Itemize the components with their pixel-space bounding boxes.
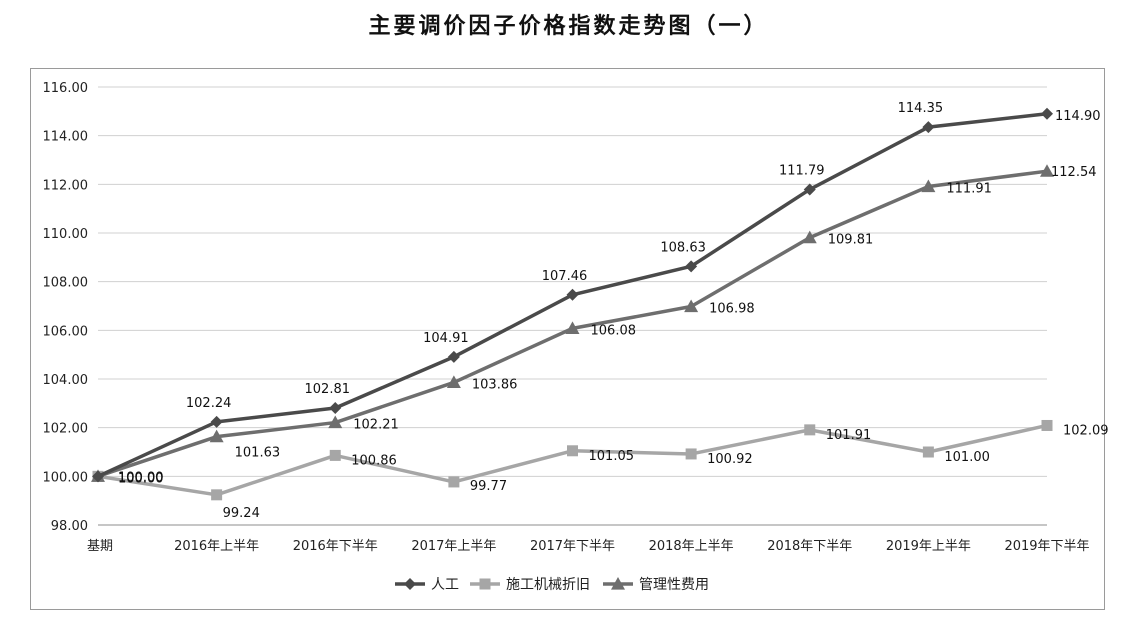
data-point xyxy=(567,445,578,457)
legend-label: 施工机械折旧 xyxy=(506,577,590,593)
y-tick-label: 112.00 xyxy=(43,178,89,193)
y-tick-label: 98.00 xyxy=(51,519,88,534)
data-label: 104.91 xyxy=(423,331,469,346)
data-label: 108.63 xyxy=(660,240,706,255)
legend-label: 管理性费用 xyxy=(639,577,709,593)
data-label: 114.90 xyxy=(1055,109,1101,124)
x-tick-label: 2017年下半年 xyxy=(530,539,615,554)
y-tick-label: 114.00 xyxy=(43,130,89,145)
x-tick-label: 2019年上半年 xyxy=(886,539,971,554)
data-label: 111.91 xyxy=(946,182,992,197)
data-point xyxy=(685,448,697,460)
data-label: 106.08 xyxy=(591,323,637,338)
data-label: 99.77 xyxy=(470,479,507,494)
data-point xyxy=(1041,419,1053,431)
data-point xyxy=(209,429,224,443)
data-point xyxy=(803,183,816,196)
data-label: 109.81 xyxy=(828,233,874,248)
data-label: 101.91 xyxy=(826,428,872,443)
data-label: 111.79 xyxy=(779,163,825,178)
x-tick-label: 2019年下半年 xyxy=(1004,539,1089,554)
data-point xyxy=(1041,107,1053,120)
y-tick-label: 106.00 xyxy=(43,324,89,339)
legend-label: 人工 xyxy=(431,577,459,593)
x-tick-label: 2017年上半年 xyxy=(411,539,496,554)
data-point xyxy=(684,299,699,313)
data-label: 100.00 xyxy=(118,470,164,485)
data-point xyxy=(211,489,223,501)
y-tick-label: 108.00 xyxy=(43,276,89,291)
x-axis: 基期 2016年上半年 2016年下半年 2017年上半年 2017年下半年 2018年上… xyxy=(87,539,1090,554)
data-point xyxy=(921,179,936,193)
data-point xyxy=(329,449,341,461)
data-point xyxy=(685,260,698,273)
y-tick-label: 104.00 xyxy=(43,373,89,388)
data-point xyxy=(328,415,343,429)
y-tick-label: 100.00 xyxy=(43,470,89,485)
data-label: 112.54 xyxy=(1051,165,1097,180)
x-tick-label: 2018年下半年 xyxy=(767,539,852,554)
x-tick-label: 2018年上半年 xyxy=(649,539,734,554)
data-point xyxy=(804,424,816,436)
data-label: 100.92 xyxy=(707,452,753,467)
chart-title: 主要调价因子价格指数走势图（一） xyxy=(368,13,769,39)
data-point xyxy=(447,350,460,363)
data-point xyxy=(802,230,817,244)
legend-marker xyxy=(404,578,416,590)
data-label: 101.00 xyxy=(944,450,990,465)
data-label: 101.05 xyxy=(589,449,635,464)
data-point xyxy=(92,470,104,483)
data-label: 100.86 xyxy=(351,453,397,468)
data-point xyxy=(210,415,223,428)
data-label: 100.00 xyxy=(118,470,164,485)
data-point xyxy=(446,375,461,389)
y-tick-label: 116.00 xyxy=(43,81,89,96)
data-point xyxy=(329,401,342,414)
chart-frame xyxy=(30,68,1105,610)
legend-marker xyxy=(479,578,491,590)
data-point xyxy=(448,476,460,488)
data-point xyxy=(1040,164,1054,177)
data-labels: 100.00 102.24 102.81 104.91 107.46 108.63 111.… xyxy=(118,101,1109,521)
data-label: 114.35 xyxy=(898,101,944,116)
data-point xyxy=(566,288,579,301)
data-label: 103.86 xyxy=(472,377,518,392)
data-point xyxy=(565,321,580,334)
x-tick-label: 2016年下半年 xyxy=(293,539,378,554)
data-label: 102.21 xyxy=(353,418,399,433)
data-point xyxy=(922,121,935,134)
data-point xyxy=(922,446,934,458)
x-tick-label: 基期 xyxy=(87,539,113,554)
data-label: 101.63 xyxy=(235,446,281,461)
data-label: 102.09 xyxy=(1063,423,1109,438)
y-axis: 98.00 100.00 102.00 104.00 106.00 108.00 110.0… xyxy=(43,81,89,534)
data-label: 102.81 xyxy=(305,382,351,397)
data-label: 100.00 xyxy=(118,471,164,486)
gridlines xyxy=(98,86,1047,526)
legend-marker xyxy=(611,577,625,590)
series-group xyxy=(91,107,1054,501)
data-label: 99.24 xyxy=(223,506,260,521)
y-tick-label: 102.00 xyxy=(43,422,89,437)
data-label: 107.46 xyxy=(542,269,588,284)
y-tick-label: 110.00 xyxy=(43,227,89,242)
x-tick-label: 2016年上半年 xyxy=(174,539,259,554)
legend: 人工 施工机械折旧 管理性费用 xyxy=(395,577,709,593)
data-label: 102.24 xyxy=(186,396,232,411)
data-label: 106.98 xyxy=(709,301,755,316)
